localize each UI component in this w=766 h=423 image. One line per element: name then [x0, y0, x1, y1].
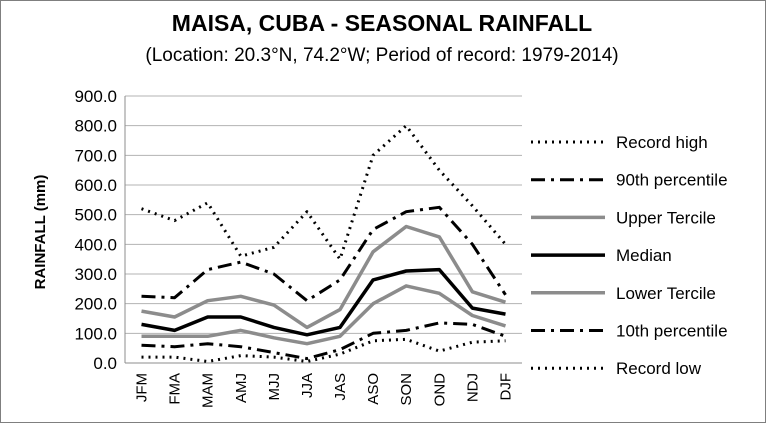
chart-title: MAISA, CUBA - SEASONAL RAINFALL: [172, 10, 592, 36]
series-line: [141, 224, 507, 330]
series-line: [141, 267, 506, 337]
series-line: [141, 337, 506, 363]
y-axis-label: RAINFALL (mm): [32, 175, 49, 290]
gridlines: [124, 95, 522, 364]
series-line: [141, 284, 507, 346]
y-tick-label: 300.0: [74, 265, 117, 284]
y-tick-label: 800.0: [74, 117, 117, 136]
series-line: [140, 124, 507, 261]
legend-label: Upper Tercile: [616, 208, 716, 227]
x-tick-label: FMA: [167, 373, 184, 405]
x-tick-label: OND: [431, 373, 448, 407]
legend-label: 90th percentile: [616, 171, 728, 190]
legend: Record high 90th percentile Upper Tercile M…: [531, 133, 728, 378]
x-tick-label: AMJ: [233, 373, 250, 403]
y-tick-label: 500.0: [74, 206, 117, 225]
x-tick-label: MJJ: [266, 373, 283, 401]
legend-label: Median: [616, 246, 672, 265]
y-tick-label: 700.0: [74, 146, 117, 165]
y-tick-label: 600.0: [74, 176, 117, 195]
y-tick-label: 100.0: [74, 324, 117, 343]
y-tick-label: 0.0: [93, 354, 117, 373]
x-tick-label: JAS: [332, 373, 349, 401]
x-tick-label: JJA: [299, 373, 316, 398]
legend-label: Record high: [616, 133, 708, 152]
legend-label: Lower Tercile: [616, 284, 716, 303]
x-tick-label: NDJ: [464, 373, 481, 402]
y-tick-label: 200.0: [74, 295, 117, 314]
series-line: [141, 321, 507, 361]
x-tick-label: JFM: [134, 373, 151, 402]
legend-label: 10th percentile: [616, 322, 728, 341]
x-tick-label: DJF: [497, 373, 514, 401]
y-tick-labels: 0.0 100.0 200.0 300.0 400.0 500.0 600.0 700.0 80…: [74, 87, 117, 373]
chart-subtitle: (Location: 20.3°N, 74.2°W; Period of rec…: [145, 45, 618, 66]
legend-label: Record low: [616, 359, 702, 378]
x-tick-label: MAM: [200, 373, 217, 408]
series-lines: [140, 124, 507, 363]
y-tick-label: 900.0: [74, 87, 117, 106]
y-tick-label: 400.0: [74, 235, 117, 254]
x-tick-label: SON: [398, 373, 415, 406]
series-line: [141, 205, 507, 303]
x-tick-labels: JFM FMA MAM AMJ MJJ JJA JAS ASO SON OND NDJ DJF: [134, 373, 515, 408]
x-tick-label: ASO: [365, 373, 382, 405]
